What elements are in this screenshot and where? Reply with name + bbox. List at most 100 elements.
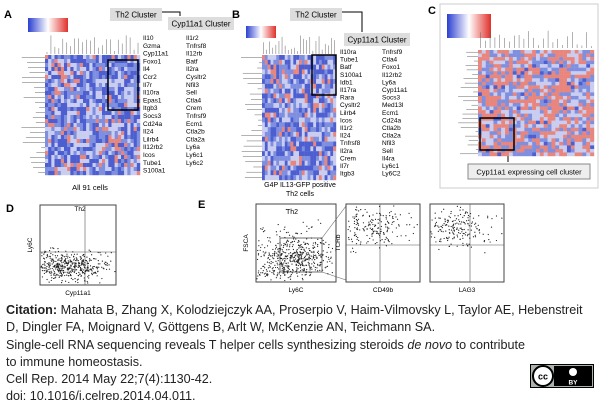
heatmap-cell <box>532 113 537 118</box>
scatter-dot <box>96 267 98 269</box>
heatmap-cell <box>296 112 300 118</box>
heatmap-cell <box>304 112 308 118</box>
scatter-dot <box>305 252 308 254</box>
scatter-dot <box>67 257 69 259</box>
scatter-dot <box>58 263 60 265</box>
heatmap-cell <box>582 64 587 68</box>
heatmap-cell <box>497 110 502 114</box>
scatter-dot <box>76 279 79 281</box>
heatmap-cell <box>127 123 131 128</box>
scatter-dot <box>298 258 301 260</box>
heatmap-cell <box>262 98 266 104</box>
heatmap-cell <box>45 147 49 152</box>
heatmap-cell <box>539 64 544 68</box>
scatter-dot <box>301 277 304 280</box>
heatmap-cell <box>536 106 541 111</box>
heatmap-cell <box>60 171 65 176</box>
heatmap-cell <box>60 131 65 136</box>
heatmap-cell <box>67 59 71 64</box>
scatter-dot <box>394 213 396 215</box>
heatmap-cell <box>133 159 138 164</box>
heatmap-cell <box>547 71 552 75</box>
scatter-dot <box>93 265 95 268</box>
scatter-dot <box>395 227 397 229</box>
heatmap-cell <box>493 106 498 111</box>
heatmap-cell <box>481 131 486 135</box>
heatmap-cell <box>89 147 93 152</box>
heatmap-cell <box>307 74 311 80</box>
scatter-dot <box>277 255 280 257</box>
heatmap-cell <box>130 143 134 148</box>
heatmap-cell <box>45 115 49 120</box>
scatter-dot <box>95 258 97 260</box>
heatmap-cell <box>481 110 486 114</box>
scatter-dot <box>315 243 317 245</box>
scatter-dot <box>45 267 47 269</box>
scatter-dot <box>305 273 307 276</box>
scatter-dot <box>377 227 379 229</box>
heatmap-cell <box>539 110 544 114</box>
scatter-dot <box>88 270 90 272</box>
heatmap-cell <box>287 112 291 118</box>
heatmap-cell <box>563 117 568 121</box>
scatter-dot <box>386 231 388 233</box>
heatmap-cell <box>570 64 575 68</box>
scatter-dot <box>76 260 78 262</box>
heatmap-cell <box>273 98 277 104</box>
scatter-dot <box>296 232 298 234</box>
gene-label: Il12rb2 <box>143 144 163 151</box>
heatmap-cell <box>108 115 112 120</box>
heatmap-cell <box>102 87 106 92</box>
scatter-dot <box>393 221 395 223</box>
scatter-dot <box>309 269 311 271</box>
heatmap-cell <box>493 120 498 125</box>
heatmap-cell <box>127 147 131 152</box>
heatmap-cell <box>524 81 529 86</box>
heatmap-cell <box>111 127 115 132</box>
gene-label: Gzma <box>143 43 161 50</box>
heatmap-cell <box>324 122 328 128</box>
heatmap-cell <box>57 83 62 88</box>
gene-label: Cd24a <box>143 121 163 128</box>
heatmap-cell <box>301 141 305 147</box>
scatter-dot <box>460 221 463 223</box>
heatmap-cell <box>117 123 122 128</box>
heatmap-cell <box>493 152 498 157</box>
scatter-dot <box>281 249 284 251</box>
heatmap-cell <box>497 85 502 90</box>
scatter-dot <box>82 263 84 265</box>
heatmap-cell <box>76 123 81 128</box>
heatmap-cell <box>318 136 322 142</box>
scatter-dot <box>306 225 308 227</box>
scatter-dot <box>476 227 478 230</box>
heatmap-cell <box>578 148 583 153</box>
scatter-dot <box>308 256 310 258</box>
heatmap-cell <box>489 138 494 143</box>
heatmap-cell <box>586 78 591 82</box>
gene-label: Batf <box>340 64 352 71</box>
heatmap-cell <box>582 85 587 90</box>
scatter-dot <box>378 205 381 208</box>
scatter-dot <box>483 240 486 242</box>
heatmap-cell <box>67 151 71 156</box>
scatter-dot <box>105 268 108 271</box>
scatter-dot <box>440 211 443 213</box>
heatmap-cell <box>566 95 571 100</box>
heatmap-cell <box>501 78 506 82</box>
heatmap-cell <box>555 120 560 125</box>
scatter-dot <box>105 252 107 254</box>
heatmap-cell <box>333 151 337 157</box>
heatmap-cell <box>551 57 556 61</box>
heatmap-cell <box>54 111 58 116</box>
scatter-dot <box>399 214 401 216</box>
scatter-dot <box>478 215 480 217</box>
heatmap-cell <box>279 136 283 142</box>
heatmap-cell <box>51 55 55 60</box>
heatmap-cell <box>60 127 65 132</box>
heatmap-cell <box>48 147 52 152</box>
heatmap-cell <box>478 67 483 72</box>
scatter-dot <box>85 270 87 272</box>
heatmap-cell <box>79 91 84 96</box>
heatmap-cell <box>512 74 517 79</box>
heatmap-cell <box>264 117 268 123</box>
